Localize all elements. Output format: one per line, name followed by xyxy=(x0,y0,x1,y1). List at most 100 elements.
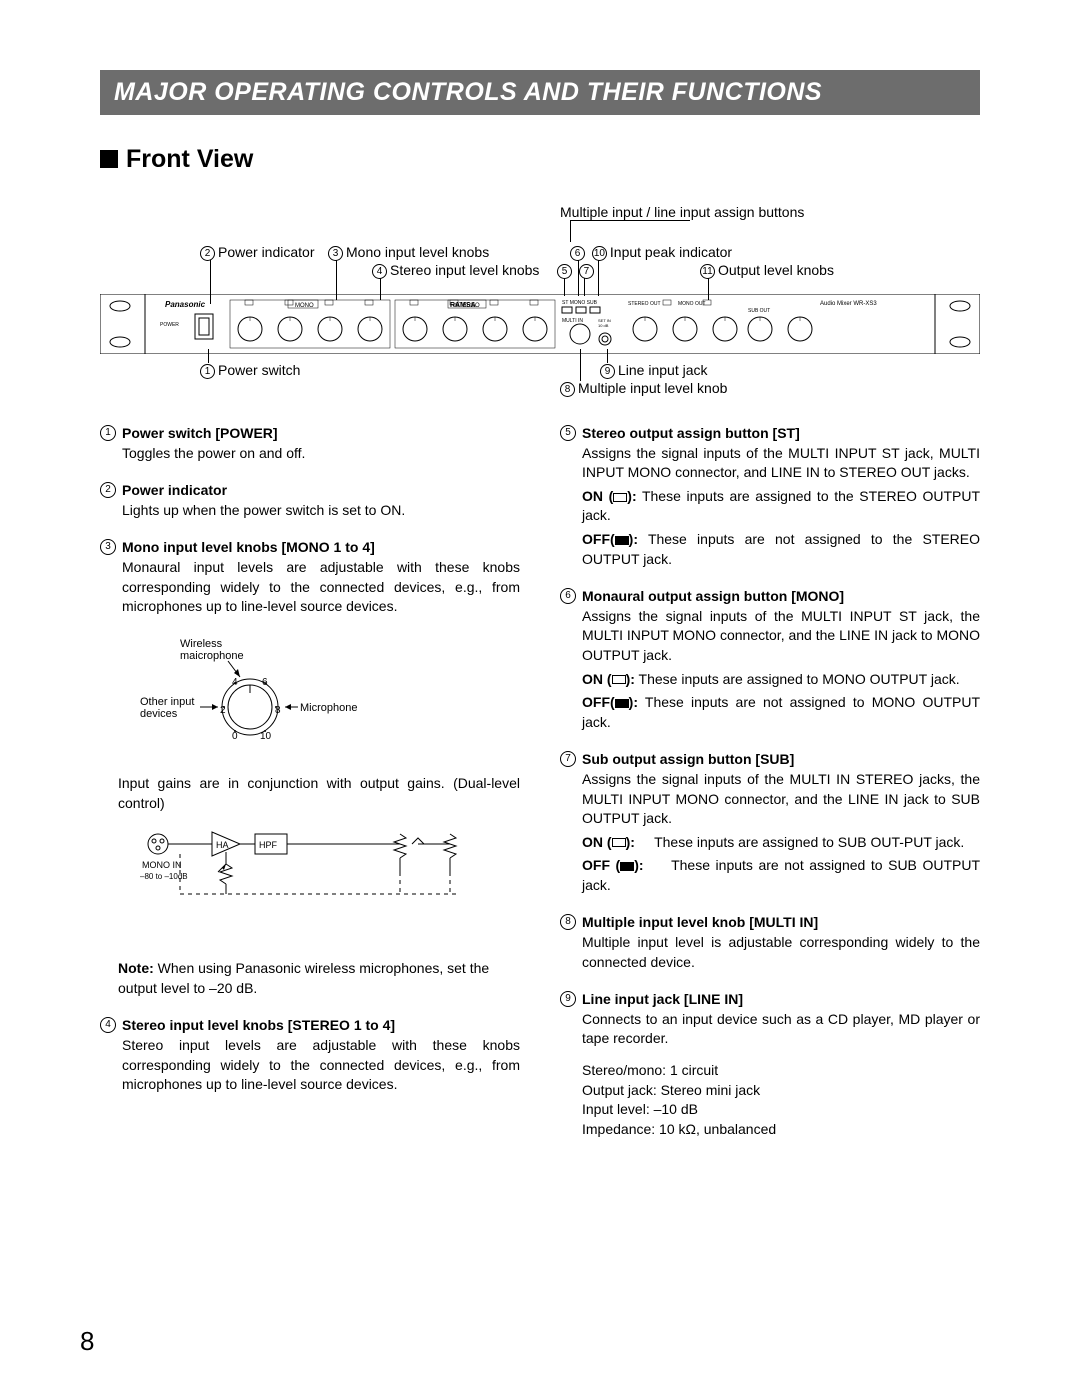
svg-text:10: 10 xyxy=(260,731,272,742)
circled-5-icon: 5 xyxy=(560,425,576,441)
item-4: 4 Stereo input level knobs [STEREO 1 to … xyxy=(100,1016,520,1094)
page-number: 8 xyxy=(80,1326,94,1357)
callout-3: 3Mono input level knobs xyxy=(328,244,489,261)
callout-11-text: Output level knobs xyxy=(718,262,834,278)
callout-10-text: Input peak indicator xyxy=(610,244,732,260)
callout-11: 11Output level knobs xyxy=(700,262,834,279)
item-7-on: ON (): These inputs are assigned to SUB … xyxy=(582,833,980,853)
gain-note: Input gains are in conjunction with outp… xyxy=(100,774,520,813)
model-text: Audio Mixer WR-XS3 xyxy=(820,301,877,307)
callout-8: 8Multiple input level knob xyxy=(560,380,727,397)
leader-line xyxy=(570,220,571,242)
item-3: 3 Mono input level knobs [MONO 1 to 4] M… xyxy=(100,538,520,616)
callout-5-7: 5 7 xyxy=(557,262,597,279)
item-5-title: Stereo output assign button [ST] xyxy=(582,424,980,444)
item-3-desc: Monaural input levels are adjustable wit… xyxy=(122,558,520,617)
item-2-title: Power indicator xyxy=(122,481,520,501)
button-down-icon xyxy=(615,536,629,545)
item-1-title: Power switch [POWER] xyxy=(122,424,520,444)
svg-text:HA: HA xyxy=(216,840,229,850)
circled-2-icon: 2 xyxy=(200,246,215,261)
item-8-title: Multiple input level knob [MULTI IN] xyxy=(582,913,980,933)
circled-1-icon: 1 xyxy=(100,425,116,441)
circled-11-icon: 11 xyxy=(700,264,715,279)
item-6-title: Monaural output assign button [MONO] xyxy=(582,587,980,607)
item-7: 7 Sub output assign button [SUB] Assigns… xyxy=(560,750,980,895)
circled-2-icon: 2 xyxy=(100,482,116,498)
button-down-icon xyxy=(620,862,634,871)
page-root: MAJOR OPERATING CONTROLS AND THEIR FUNCT… xyxy=(0,0,1080,1207)
svg-text:STEREO OUT: STEREO OUT xyxy=(628,301,661,307)
item-9: 9 Line input jack [LINE IN] Connects to … xyxy=(560,990,980,1139)
callout-6-10: 6 10Input peak indicator xyxy=(570,244,732,261)
svg-text:devices: devices xyxy=(140,708,178,720)
item-5: 5 Stereo output assign button [ST] Assig… xyxy=(560,424,980,569)
callout-2: 2Power indicator xyxy=(200,244,315,261)
callout-9: 9Line input jack xyxy=(600,362,708,379)
item-5-on: ON (): These inputs are assigned to the … xyxy=(582,487,980,526)
circled-9-icon: 9 xyxy=(560,991,576,1007)
leader-line xyxy=(208,349,209,363)
svg-text:0: 0 xyxy=(232,731,238,742)
item-6-on: ON (): These inputs are assigned to MONO… xyxy=(582,670,980,690)
leader-line xyxy=(580,349,581,381)
svg-text:MONO IN: MONO IN xyxy=(142,860,182,870)
svg-text:POWER: POWER xyxy=(160,322,179,328)
svg-text:Other input: Other input xyxy=(140,696,194,708)
item-4-title: Stereo input level knobs [STEREO 1 to 4] xyxy=(122,1016,520,1036)
spec-1: Stereo/mono: 1 circuit xyxy=(582,1061,980,1081)
circled-4-icon: 4 xyxy=(372,264,387,279)
callout-8-text: Multiple input level knob xyxy=(578,380,727,396)
note-label: Note: xyxy=(118,960,154,976)
right-column: 5 Stereo output assign button [ST] Assig… xyxy=(560,424,980,1157)
circled-7-icon: 7 xyxy=(579,264,594,279)
circled-1-icon: 1 xyxy=(200,364,215,379)
leader-line xyxy=(598,260,599,296)
callout-4-text: Stereo input level knobs xyxy=(390,262,539,278)
callout-4: 4Stereo input level knobs xyxy=(372,262,539,279)
circled-6-icon: 6 xyxy=(570,246,585,261)
callout-9-text: Line input jack xyxy=(618,362,708,378)
item-4-desc: Stereo input levels are adjustable with … xyxy=(122,1036,520,1095)
leader-line xyxy=(570,220,690,221)
button-up-icon xyxy=(612,675,626,684)
item-6-desc: Assigns the signal inputs of the MULTI I… xyxy=(582,607,980,666)
leader-line xyxy=(607,349,608,363)
circled-9-icon: 9 xyxy=(600,364,615,379)
item-8: 8 Multiple input level knob [MULTI IN] M… xyxy=(560,913,980,972)
note-text: When using Panasonic wireless microphone… xyxy=(118,960,489,996)
knob-diagram: Wireless maicrophone Other input devices… xyxy=(140,635,520,761)
spec-3: Input level: –10 dB xyxy=(582,1100,980,1120)
block-diagram: MONO IN –80 to –10dB HA HPF xyxy=(140,824,520,940)
button-up-icon xyxy=(613,493,627,502)
circled-8-icon: 8 xyxy=(560,382,575,397)
svg-text:2: 2 xyxy=(220,705,226,716)
spec-2: Output jack: Stereo mini jack xyxy=(582,1081,980,1101)
content-columns: 1 Power switch [POWER] Toggles the power… xyxy=(100,424,980,1157)
callout-1: 1Power switch xyxy=(200,362,300,379)
svg-text:SUB OUT: SUB OUT xyxy=(748,308,770,314)
callout-3-text: Mono input level knobs xyxy=(346,244,489,260)
title-bar: MAJOR OPERATING CONTROLS AND THEIR FUNCT… xyxy=(100,70,980,115)
item-7-title: Sub output assign button [SUB] xyxy=(582,750,980,770)
note: Note: When using Panasonic wireless micr… xyxy=(100,959,520,998)
front-view-diagram: Multiple input / line input assign butto… xyxy=(100,204,980,404)
item-5-off: OFF(): These inputs are not assigned to … xyxy=(582,530,980,569)
item-5-desc: Assigns the signal inputs of the MULTI I… xyxy=(582,444,980,483)
circled-6-icon: 6 xyxy=(560,588,576,604)
svg-text:Microphone: Microphone xyxy=(300,702,357,714)
item-7-off: OFF (): These inputs are not assigned to… xyxy=(582,856,980,895)
mixer-panel-icon: Panasonic RAMSA Audio Mixer WR-XS3 POWER… xyxy=(100,294,980,354)
circled-10-icon: 10 xyxy=(592,246,607,261)
item-8-desc: Multiple input level is adjustable corre… xyxy=(582,933,980,972)
svg-text:maicrophone: maicrophone xyxy=(180,650,244,662)
svg-text:MULTI IN: MULTI IN xyxy=(562,318,583,324)
button-down-icon xyxy=(615,699,629,708)
circled-4-icon: 4 xyxy=(100,1017,116,1033)
item-1: 1 Power switch [POWER] Toggles the power… xyxy=(100,424,520,463)
item-9-title: Line input jack [LINE IN] xyxy=(582,990,980,1010)
left-column: 1 Power switch [POWER] Toggles the power… xyxy=(100,424,520,1157)
section-heading: Front View xyxy=(100,145,980,174)
circled-3-icon: 3 xyxy=(100,539,116,555)
leader-line xyxy=(578,260,579,296)
